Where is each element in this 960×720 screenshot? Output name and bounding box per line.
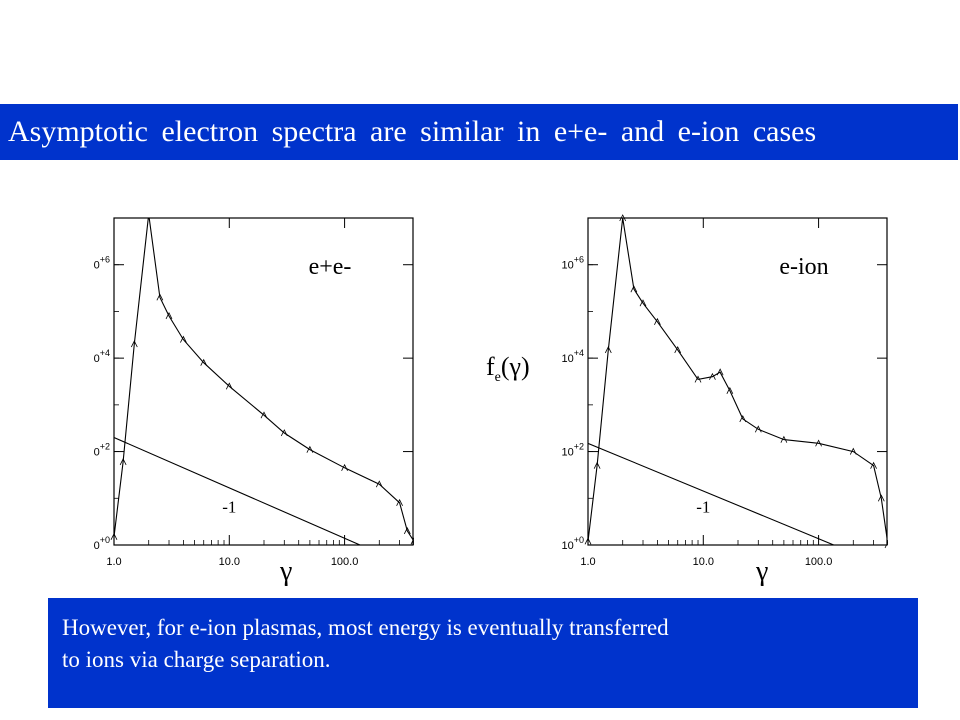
- left-y-tick-exp: +6: [100, 255, 110, 265]
- left-x-tick-label: 1.0: [106, 556, 121, 568]
- footer-note: However, for e-ion plasmas, most energy …: [48, 598, 918, 708]
- left-data-marker: [156, 293, 164, 301]
- y-axis-label: fe(γ): [486, 352, 530, 386]
- left-data-marker: [119, 458, 127, 466]
- left-data-marker: [200, 358, 208, 366]
- y-axis-label-argument: (γ): [500, 352, 530, 381]
- left-slope-annotation: -1: [222, 497, 236, 516]
- right-data-marker: [709, 372, 716, 380]
- chart-e-ion: 1.0 10.0 100.0 10+0 10+2 10+4 10+6 -1 e-ion: [548, 210, 888, 580]
- left-data-marker: [130, 340, 138, 348]
- left-data-marker: [306, 445, 314, 453]
- left-data-marker: [403, 527, 411, 535]
- footer-line-2: to ions via charge separation.: [62, 647, 331, 672]
- right-y-tick-label: 10+2: [561, 442, 584, 459]
- right-y-tick-label: 10+6: [561, 255, 584, 272]
- y-axis-label-main: f: [486, 352, 495, 381]
- right-data-marker: [639, 299, 647, 307]
- left-y-tick-base: 0: [94, 353, 100, 365]
- right-data-marker: [584, 537, 592, 545]
- left-x-tick-label: 10.0: [219, 556, 240, 568]
- right-y-tick-base: 10: [561, 260, 573, 272]
- left-y-tick-label: 0+0: [94, 535, 110, 552]
- right-plot-frame: [587, 217, 888, 546]
- right-y-tick-exp: +6: [574, 255, 584, 265]
- right-y-tick-base: 10: [561, 353, 573, 365]
- right-spectrum-line: [588, 218, 887, 542]
- chart-e-plus-e-minus: 1.0 10.0 100.0 0+0 0+2 0+4 0+6 -1 e+e-: [74, 210, 414, 580]
- left-data-marker: [110, 532, 118, 540]
- chart-e-plus-e-minus-svg: 1.0 10.0 100.00+00+20+40+6-1e+e-: [94, 217, 414, 568]
- left-plot-frame: [113, 217, 414, 546]
- left-y-tick-base: 0: [94, 260, 100, 272]
- right-data-marker: [674, 346, 682, 354]
- right-data-marker: [870, 461, 877, 469]
- left-x-tick-label: 100.0: [331, 556, 359, 568]
- chart-e-ion-svg: 1.0 10.0 100.010+010+210+410+6-1e-ion: [561, 214, 888, 568]
- left-y-tick-label: 0+2: [94, 442, 110, 459]
- footer-line-1: However, for e-ion plasmas, most energy …: [62, 615, 669, 640]
- left-data-marker: [396, 498, 403, 506]
- x-axis-label-left: γ: [280, 556, 293, 587]
- left-y-tick-base: 0: [94, 540, 100, 552]
- right-data-marker: [726, 386, 734, 394]
- right-y-tick-label: 10+0: [561, 535, 584, 552]
- right-data-marker: [716, 368, 724, 376]
- left-y-tick-exp: +2: [100, 442, 110, 452]
- right-y-tick-exp: +4: [574, 348, 584, 358]
- right-data-marker: [619, 214, 627, 222]
- right-data-marker: [815, 439, 822, 447]
- right-data-marker: [884, 541, 888, 549]
- right-data-marker: [630, 285, 638, 293]
- left-data-marker: [225, 382, 233, 390]
- left-data-marker: [410, 537, 414, 545]
- left-y-tick-label: 0+6: [94, 255, 110, 272]
- right-y-tick-label: 10+4: [561, 348, 584, 365]
- left-y-tick-exp: +4: [100, 348, 110, 358]
- right-x-tick-label: 1.0: [580, 556, 595, 568]
- left-data-marker: [165, 312, 173, 320]
- right-x-tick-label: 100.0: [805, 556, 833, 568]
- left-data-marker: [180, 335, 187, 343]
- left-y-tick-exp: +0: [100, 535, 110, 545]
- right-data-marker: [849, 447, 857, 455]
- left-slope-reference-line: [114, 437, 362, 545]
- left-y-tick-base: 0: [94, 447, 100, 459]
- right-y-tick-base: 10: [561, 447, 573, 459]
- right-y-tick-base: 10: [561, 540, 573, 552]
- right-data-marker: [694, 375, 702, 383]
- x-axis-label-right: γ: [756, 556, 769, 587]
- right-x-tick-label: 10.0: [693, 556, 714, 568]
- left-spectrum-line: [114, 218, 413, 541]
- left-data-marker: [260, 411, 268, 419]
- left-data-marker: [341, 463, 348, 471]
- left-panel-label: e+e-: [309, 254, 352, 280]
- right-data-marker: [877, 494, 885, 502]
- right-data-marker: [739, 415, 747, 423]
- right-data-marker: [780, 435, 788, 443]
- right-y-tick-exp: +2: [574, 442, 584, 452]
- left-y-tick-label: 0+4: [94, 348, 110, 365]
- right-panel-label: e-ion: [779, 254, 828, 280]
- right-data-marker: [604, 346, 612, 354]
- right-slope-reference-line: [588, 442, 836, 545]
- right-data-marker: [593, 461, 601, 469]
- y-axis-label-subscript: e: [494, 370, 501, 386]
- right-data-marker: [654, 317, 661, 325]
- left-data-marker: [280, 429, 288, 437]
- right-slope-annotation: -1: [696, 497, 710, 516]
- slide-title: Asymptotic electron spectra are similar …: [0, 104, 958, 160]
- right-data-marker: [754, 425, 762, 433]
- left-data-marker: [375, 480, 383, 488]
- right-y-tick-exp: +0: [574, 535, 584, 545]
